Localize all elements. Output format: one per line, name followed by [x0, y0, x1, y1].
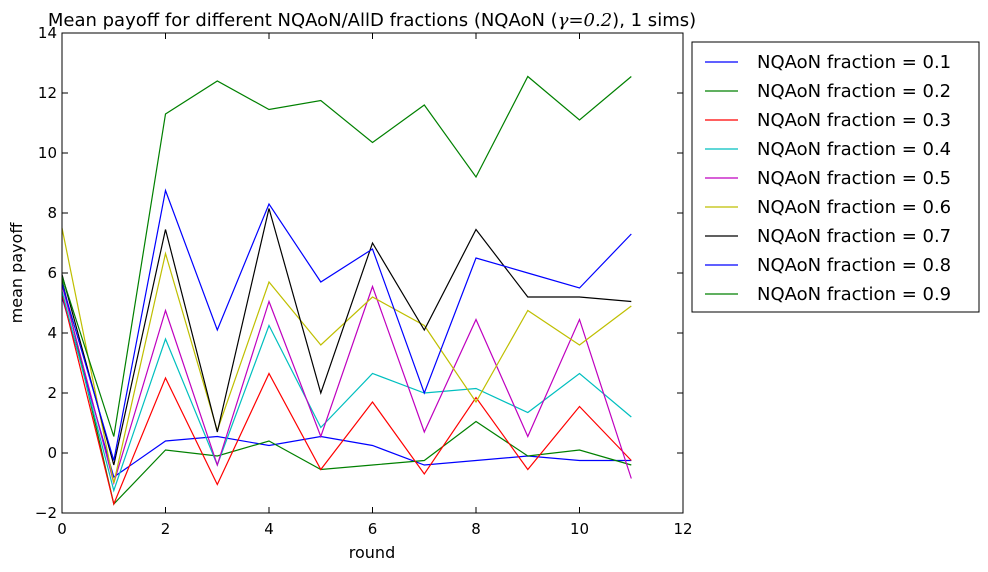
legend-label-9: NQAoN fraction = 0.9	[757, 284, 951, 305]
chart-title-suffix: ), 1 sims)	[612, 10, 696, 31]
x-tick-label: 2	[161, 520, 171, 538]
x-tick-label: 6	[368, 520, 378, 538]
plot-lines	[61, 75, 632, 506]
legend: NQAoN fraction = 0.1 NQAoN fraction = 0.2…	[691, 41, 980, 313]
y-tick-label: 0	[47, 444, 57, 462]
plot-frame	[61, 32, 684, 514]
y-tick-label: 10	[38, 144, 57, 162]
x-tick-label: 10	[570, 520, 589, 538]
legend-label-1: NQAoN fraction = 0.1	[757, 52, 951, 73]
series-line-1	[61, 296, 632, 478]
y-axis-title: mean payoff	[7, 222, 26, 324]
y-tick-label: 4	[47, 324, 57, 342]
series-line-6	[61, 227, 632, 484]
series-line-7	[61, 208, 632, 466]
x-tick-label: 4	[264, 520, 274, 538]
y-tick-label: 8	[47, 204, 57, 222]
series-line-5	[61, 284, 632, 486]
legend-label-4: NQAoN fraction = 0.4	[757, 139, 951, 160]
y-tick-label: 12	[38, 84, 57, 102]
series-line-8	[61, 188, 632, 461]
series-line-3	[61, 293, 632, 506]
y-tick-label: 14	[38, 24, 57, 42]
y-tick-label: −2	[35, 504, 57, 522]
chart-title: Mean payoff for different NQAoN/AllD fra…	[48, 10, 696, 31]
series-line-4	[61, 290, 632, 493]
legend-label-7: NQAoN fraction = 0.7	[757, 226, 951, 247]
y-tick-label: 6	[47, 264, 57, 282]
axis-ticks	[61, 32, 684, 514]
chart-title-math: γ=0.2	[558, 10, 612, 31]
legend-label-3: NQAoN fraction = 0.3	[757, 110, 951, 131]
legend-label-6: NQAoN fraction = 0.6	[757, 197, 951, 218]
legend-label-2: NQAoN fraction = 0.2	[757, 81, 951, 102]
x-axis-title: round	[349, 543, 395, 562]
legend-frame	[691, 41, 980, 313]
x-tick-label: 12	[673, 520, 692, 538]
chart-title-prefix: Mean payoff for different NQAoN/AllD fra…	[48, 10, 558, 31]
series-line-2	[61, 278, 632, 506]
x-tick-label: 0	[57, 520, 67, 538]
legend-label-8: NQAoN fraction = 0.8	[757, 255, 951, 276]
y-tick-label: 2	[47, 384, 57, 402]
series-line-9	[61, 75, 632, 437]
x-tick-label: 8	[471, 520, 481, 538]
legend-label-5: NQAoN fraction = 0.5	[757, 168, 951, 189]
